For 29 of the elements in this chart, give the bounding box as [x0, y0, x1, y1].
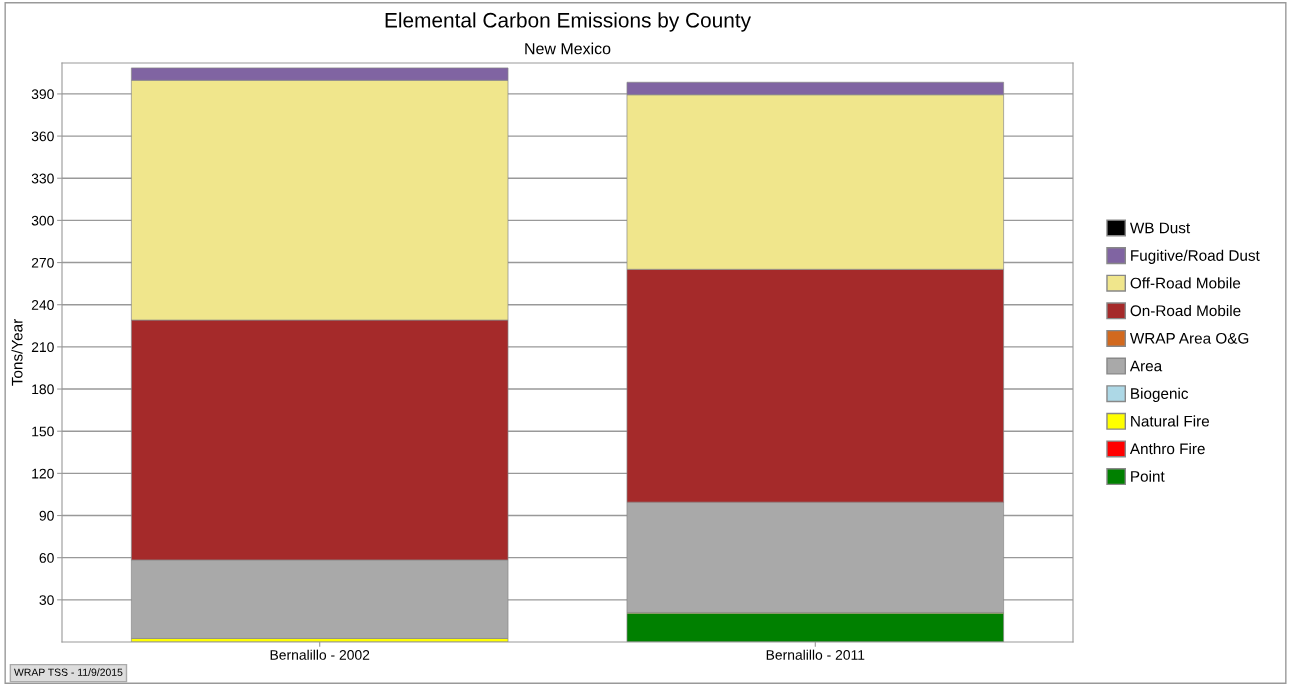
y-tick-label: 60: [39, 553, 54, 563]
chart-title: Elemental Carbon Emissions by County: [385, 12, 751, 32]
y-tick-label: 210: [31, 342, 54, 353]
legend-label: Point: [1131, 470, 1165, 482]
legend-label: Anthro Fire: [1129, 442, 1205, 455]
chart-subtitle: New Mexico: [525, 42, 611, 55]
y-tick-label: 360: [31, 131, 54, 142]
y-tick-label: 120: [32, 468, 54, 479]
legend-label: On-Road Mobile: [1130, 304, 1241, 317]
y-axis-title: Tons/Year: [11, 319, 23, 386]
legend-label: Natural Fire: [1131, 415, 1210, 427]
legend-label: Biogenic: [1131, 387, 1189, 402]
y-tick-label: 300: [31, 215, 54, 226]
text: WRAP TSS - 11/9/2015: [14, 668, 123, 676]
x-tick-label: Bernalillo - 2011: [766, 649, 865, 660]
y-tick-label: 270: [31, 257, 54, 268]
y-tick-label: 30: [39, 595, 54, 606]
y-tick-label: 240: [31, 300, 54, 310]
y-tick-label: 150: [32, 426, 54, 437]
y-tick-label: 180: [32, 384, 54, 395]
legend-label: WB Dust: [1129, 222, 1191, 234]
y-tick-label: 330: [31, 173, 54, 184]
y-tick-label: 90: [39, 510, 54, 521]
legend-label: Area: [1129, 360, 1163, 372]
legend-label: Off-Road Mobile: [1130, 277, 1241, 289]
y-tick-label: 390: [31, 89, 54, 100]
legend-label: WRAP Area O&G: [1129, 332, 1249, 344]
x-tick-label: Bernalillo - 2002: [270, 649, 370, 660]
legend-label: Fugitive/Road Dust: [1131, 249, 1260, 264]
